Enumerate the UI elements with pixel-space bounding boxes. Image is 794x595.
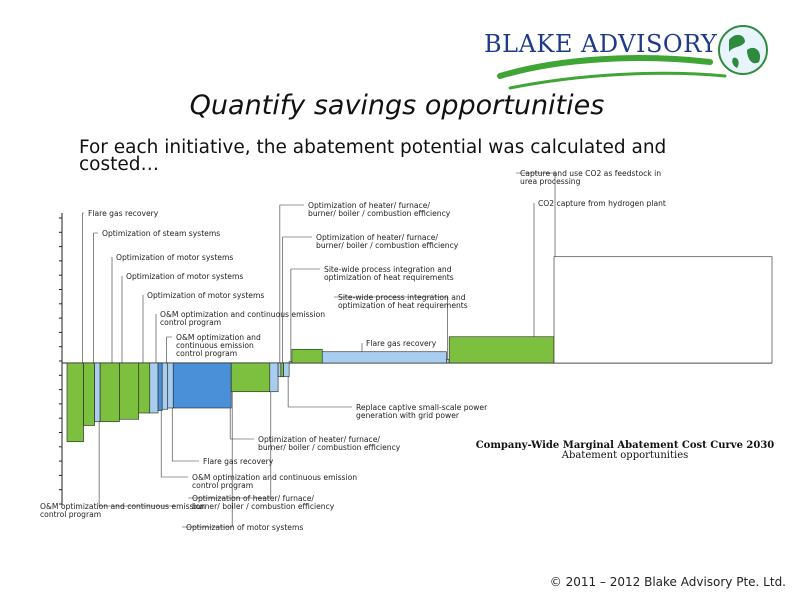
chart-title: Company-Wide Marginal Abatement Cost Cur… — [476, 440, 775, 451]
bar-annotation-label: Optimization of heater/ furnace/burner/ … — [308, 201, 451, 218]
macc-bar — [288, 361, 293, 364]
blake-advisory-logo: BLAKE ADVISORY — [470, 18, 775, 108]
annotation-leader-line — [82, 212, 84, 363]
bar-annotation-label: Site-wide process integration and optimiz… — [324, 265, 454, 282]
macc-bar — [280, 362, 284, 378]
macc-bar — [157, 362, 163, 411]
logo-swoosh — [497, 55, 727, 90]
macc-bar — [94, 362, 101, 423]
bar-annotation-label: Optimization of motor systems — [126, 272, 243, 281]
macc-bar — [448, 336, 555, 364]
bar-annotation-label: O&M optimization and continuous emission… — [40, 502, 205, 519]
bar-annotation-label: O&M optimization and continuous emission c… — [176, 333, 261, 358]
bar-annotation-label: Optimization of motor systems — [186, 523, 303, 532]
macc-bar — [172, 362, 232, 409]
slide-subtitle: For each initiative, the abatement poten… — [79, 137, 667, 175]
annotation-leader-line — [160, 410, 188, 478]
bar-annotation-label: Optimization of heater/ furnace/burner/ … — [192, 494, 335, 511]
macc-bar — [553, 256, 773, 364]
annotation-leader-line — [93, 232, 98, 363]
macc-bar — [277, 362, 282, 378]
annotation-leader-line — [282, 236, 312, 363]
bar-annotation-label: Flare gas recovery — [88, 209, 159, 218]
macc-bar — [269, 362, 279, 393]
macc-bar — [138, 362, 151, 414]
macc-bar — [149, 362, 159, 414]
annotation-leader-line — [287, 376, 352, 408]
bar-annotation-label: Optimization of steam systems — [102, 229, 220, 238]
macc-bar — [161, 362, 169, 410]
annotation-leader-line — [98, 421, 176, 507]
slide-title: Quantify savings opportunities — [189, 90, 605, 121]
annotation-leader-line — [334, 296, 448, 360]
bar-annotation-label: Flare gas recovery — [203, 457, 274, 466]
bar-annotation-label: Optimization of heater/ furnace/burner/ … — [258, 435, 401, 452]
annotation-leader-line — [229, 408, 254, 440]
annotation-leader-line — [166, 336, 172, 363]
macc-bar — [446, 358, 450, 364]
chart-subtitle: Abatement opportunities — [561, 450, 689, 461]
macc-bar — [291, 348, 323, 364]
annotation-leader-line — [182, 391, 233, 528]
annotation-leader-line — [516, 172, 556, 257]
macc-bar — [66, 362, 84, 443]
macc-bar — [119, 362, 140, 420]
bar-annotation-label: O&M optimization and continuous emission… — [160, 310, 325, 327]
bar-annotation-label: Optimization of motor systems — [116, 253, 233, 262]
bar-annotation-label: Capture and use CO2 as feedstock in urea … — [520, 169, 661, 186]
annotation-leader-line — [188, 391, 272, 499]
annotation-leader-line — [171, 408, 199, 462]
macc-bar — [230, 362, 271, 393]
bar-annotation-label: Site-wide process integration and optimiz… — [338, 293, 468, 310]
bar-annotation-label: CO2 capture from hydrogen plant — [538, 199, 666, 208]
macc-bar — [283, 362, 290, 378]
globe-icon — [718, 25, 768, 75]
bar-annotation-label: Replace captive small-scale power generat… — [356, 403, 488, 420]
logo-wordmark: BLAKE ADVISORY — [484, 30, 718, 58]
bar-annotation-label: Flare gas recovery — [366, 339, 437, 348]
macc-bar — [99, 362, 120, 423]
macc-bar — [321, 351, 447, 364]
bar-annotation-label: Optimization of motor systems — [147, 291, 264, 300]
annotation-leader-line — [279, 204, 304, 363]
macc-bar — [83, 362, 95, 426]
annotation-leader-line — [290, 268, 320, 362]
macc-bar — [167, 362, 174, 409]
copyright-notice: © 2011 – 2012 Blake Advisory Pte. Ltd. — [549, 575, 786, 589]
bar-annotation-label: Optimization of heater/ furnace/burner/ … — [316, 233, 459, 250]
bar-annotation-label: O&M optimization and continuous emission… — [192, 473, 357, 490]
